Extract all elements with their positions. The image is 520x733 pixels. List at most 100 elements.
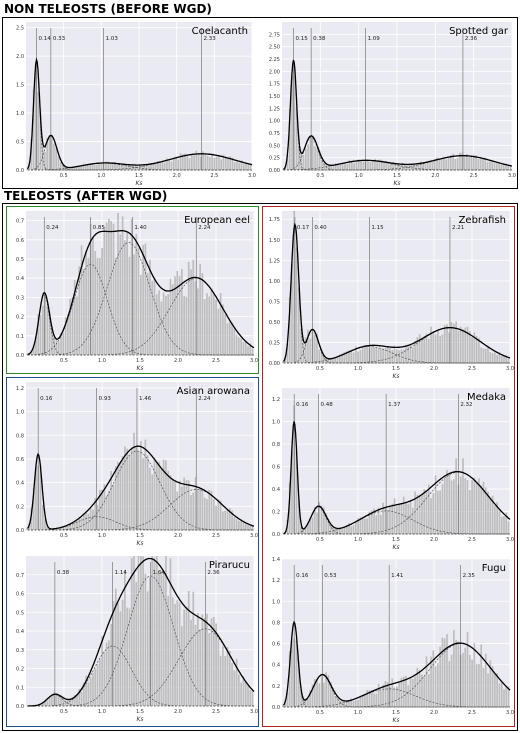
histogram-bar — [441, 334, 444, 363]
y-tick-label: 0.25 — [269, 340, 280, 346]
histogram-bar — [134, 163, 137, 170]
histogram-bar — [500, 164, 503, 170]
y-tick-label: 1.0 — [272, 599, 280, 605]
histogram-bar — [181, 154, 184, 170]
histogram-bar — [203, 497, 206, 530]
histogram-bar — [217, 308, 220, 355]
histogram-bar — [417, 162, 420, 170]
histogram-bar — [245, 162, 247, 170]
histogram-bar — [137, 556, 140, 706]
histogram-bar — [210, 288, 213, 355]
histogram-bar — [37, 92, 39, 170]
histogram-bar — [192, 591, 195, 706]
histogram-bar — [284, 700, 286, 707]
histogram-bar — [100, 163, 103, 170]
histogram-bar — [288, 108, 291, 170]
histogram-bar — [120, 165, 123, 170]
histogram-bar — [431, 162, 434, 170]
histogram-bar — [67, 698, 69, 706]
histogram-bar — [391, 350, 394, 363]
histogram-bar — [373, 508, 375, 534]
histogram-bar — [224, 510, 227, 530]
histogram-bar — [215, 623, 217, 706]
histogram-bar — [448, 473, 451, 534]
histogram-bar — [393, 687, 396, 707]
histogram-bar — [297, 287, 300, 363]
histogram-bar — [459, 326, 462, 363]
histogram-bar — [89, 677, 92, 706]
histogram-bar — [73, 167, 76, 170]
histogram-bar — [174, 603, 176, 706]
histogram-bar — [233, 517, 236, 530]
chart-medaka: 0.16 0.48 1.37 2.32 0.0 0.2 0.4 0.6 0.8 1.0 1.2 0.5… — [272, 388, 514, 551]
histogram-bar — [441, 637, 444, 707]
histogram-bar — [329, 358, 332, 363]
histogram-bar — [382, 348, 384, 363]
histogram-bar — [385, 160, 388, 170]
histogram-bar — [181, 268, 183, 355]
histogram-bar — [427, 674, 430, 707]
histogram-bar — [83, 268, 85, 355]
histogram-bar — [171, 284, 174, 355]
histogram-bar — [78, 518, 81, 530]
x-tick-label: 2.5 — [212, 533, 220, 539]
histogram-bar — [491, 666, 494, 707]
histogram-bar — [390, 162, 392, 170]
histogram-bar — [199, 487, 201, 530]
y-tick-label: 1.2 — [272, 578, 280, 584]
histogram-bar — [402, 349, 405, 363]
histogram-bar — [159, 162, 161, 170]
histogram-bar — [466, 632, 469, 707]
histogram-bar — [46, 137, 48, 170]
histogram-bar — [141, 164, 143, 170]
histogram-bar — [222, 304, 224, 355]
histogram-bar — [44, 519, 46, 530]
histogram-bar — [313, 506, 316, 534]
peak-label: 2.33 — [204, 36, 217, 42]
histogram-bar — [117, 212, 119, 355]
histogram-bar — [350, 698, 353, 707]
component-curve — [27, 294, 254, 356]
histogram-bar — [384, 348, 387, 363]
histogram-bar — [178, 602, 181, 706]
histogram-bar — [500, 355, 503, 363]
histogram-bar — [108, 640, 110, 706]
histogram-bar — [179, 153, 182, 170]
histogram-bar — [443, 638, 446, 707]
histogram-bar — [361, 694, 364, 707]
x-tick-label: 1.5 — [392, 537, 400, 543]
component-curve — [283, 61, 512, 171]
histogram-bar — [341, 162, 344, 170]
histogram-bar — [370, 346, 373, 363]
y-tick-label: 0.0 — [272, 705, 280, 711]
y-tick-label: 0.8 — [272, 620, 280, 626]
histogram-bar — [307, 329, 309, 363]
histogram-bar — [62, 526, 65, 530]
histogram-bar — [421, 493, 423, 534]
histogram-bar — [468, 655, 471, 707]
histogram-bar — [144, 573, 147, 706]
histogram-bar — [468, 490, 471, 534]
histogram-bar — [142, 458, 144, 530]
histogram-bar — [300, 689, 302, 707]
histogram-bar — [219, 500, 222, 530]
histogram-bar — [423, 676, 426, 707]
histogram-bar — [394, 163, 397, 170]
x-tick-label: 3.0 — [250, 533, 258, 539]
histogram-bar — [235, 335, 238, 355]
x-tick-label: 2.0 — [174, 533, 182, 539]
histogram-bar — [380, 159, 383, 170]
y-tick-label: 0.8 — [16, 433, 24, 439]
component-curve — [27, 135, 252, 171]
histogram-bar — [119, 234, 122, 355]
histogram-bar — [318, 150, 321, 170]
histogram-bar — [67, 526, 69, 530]
histogram-bar — [119, 462, 122, 530]
y-tick-label: 0.2 — [16, 667, 24, 673]
y-tick-label: 1.5 — [16, 83, 24, 89]
y-tick-label: 1.00 — [269, 119, 280, 125]
x-tick-label: 3.0 — [506, 366, 514, 372]
histogram-bar — [475, 336, 478, 363]
histogram-bar — [307, 144, 309, 170]
histogram-bar — [73, 695, 76, 706]
